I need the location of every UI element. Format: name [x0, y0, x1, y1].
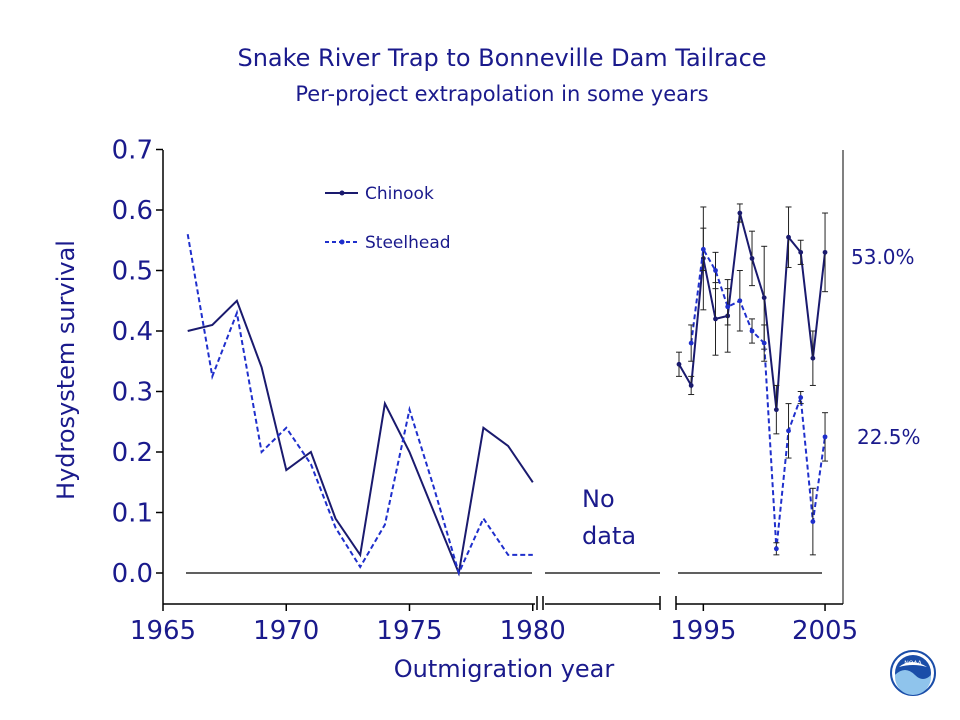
data-point-steelhead — [810, 519, 816, 524]
data-point-steelhead — [700, 246, 706, 252]
steelhead-end-label: 22.5% — [857, 425, 921, 449]
data-point-chinook — [688, 383, 694, 388]
y-ticks: 0.0 0.1 0.2 0.3 0.4 0.5 0.6 0.7 — [112, 136, 163, 589]
x-ticks: 1965 1970 1975 1980 1995 2005 — [130, 604, 858, 646]
y-tick-label: 0.7 — [112, 136, 153, 166]
data-point-chinook — [773, 407, 779, 413]
data-point-steelhead — [786, 428, 791, 434]
chart-subtitle: Per-project extrapolation in some years — [295, 82, 708, 106]
noaa-logo: NOAA — [890, 650, 936, 696]
chinook-end-label: 53.0% — [851, 245, 915, 269]
legend-label-chinook: Chinook — [365, 184, 434, 204]
x-tick-label: 2005 — [792, 616, 858, 646]
legend-marker-steelhead — [339, 239, 345, 245]
data-point-chinook — [798, 249, 804, 255]
y-axis-label: Hydrosystem survival — [52, 240, 80, 500]
y-tick-label: 0.5 — [112, 257, 153, 287]
no-data-line-1: No — [582, 485, 615, 513]
y-tick-label: 0.2 — [112, 438, 153, 468]
data-point-chinook — [786, 234, 791, 240]
series-layer — [186, 203, 829, 577]
data-point-chinook — [749, 256, 755, 261]
data-point-steelhead — [737, 298, 743, 304]
noaa-bird-icon — [899, 662, 927, 667]
series-line-steelhead — [186, 234, 533, 576]
data-point-steelhead — [822, 434, 828, 440]
data-point-steelhead — [713, 268, 718, 273]
chart-title: Snake River Trap to Bonneville Dam Tailr… — [237, 44, 766, 72]
plot-frame — [162, 150, 844, 610]
noaa-logo-text: NOAA — [904, 660, 922, 667]
y-tick-label: 0.3 — [112, 378, 153, 408]
y-tick-label: 0.6 — [112, 196, 153, 226]
x-axis-label: Outmigration year — [394, 655, 615, 683]
legend-marker-chinook — [339, 190, 345, 196]
series-line-steelhead — [690, 246, 826, 549]
data-point-chinook — [713, 316, 718, 322]
legend-label-steelhead: Steelhead — [365, 233, 451, 253]
y-tick-label: 0.0 — [112, 559, 153, 589]
x-tick-label: 1980 — [500, 616, 566, 646]
data-point-steelhead — [749, 328, 755, 334]
y-tick-label: 0.4 — [112, 317, 153, 347]
x-tick-label: 1965 — [130, 616, 196, 646]
series-line-chinook — [187, 299, 534, 577]
legend: Chinook Steelhead — [325, 184, 451, 253]
x-tick-label: 1975 — [376, 616, 442, 646]
data-point-chinook — [737, 210, 743, 216]
x-tick-label: 1970 — [253, 616, 319, 646]
data-point-chinook — [810, 355, 816, 361]
data-point-chinook — [822, 249, 828, 255]
data-point-steelhead — [773, 546, 779, 552]
x-tick-label: 1995 — [670, 616, 736, 646]
data-point-steelhead — [688, 340, 694, 346]
data-point-steelhead — [725, 304, 731, 310]
data-point-steelhead — [798, 395, 804, 400]
data-point-steelhead — [761, 340, 767, 346]
y-tick-label: 0.1 — [112, 499, 153, 529]
data-point-chinook — [761, 295, 767, 301]
data-point-chinook — [676, 361, 682, 367]
no-data-line-2: data — [582, 522, 636, 550]
